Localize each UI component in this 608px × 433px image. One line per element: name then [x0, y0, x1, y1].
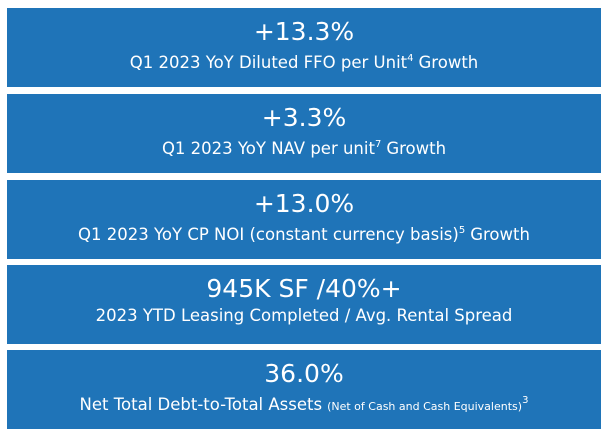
suffix: Growth	[418, 53, 479, 72]
headline: 36.0%	[264, 359, 344, 388]
label: Q1 2023 YoY NAV per unit	[161, 139, 375, 158]
footnote-ref: 7	[374, 139, 382, 150]
metric-box: 945K SF /40%+ 2023 YTD Leasing Completed …	[7, 265, 601, 344]
label: Net Total Debt-to-Total Assets	[79, 395, 323, 414]
label: Q1 2023 YoY Diluted FFO per Unit	[129, 53, 408, 72]
metric-box: +13.3% Q1 2023 YoY Diluted FFO per Unit4 G…	[7, 8, 601, 87]
headline: +13.0%	[253, 189, 355, 218]
headline: +13.3%	[253, 17, 355, 46]
suffix: Growth	[470, 225, 530, 244]
suffix: Growth	[386, 139, 447, 158]
footnote-ref: 4	[407, 53, 414, 64]
metric-box: +13.0% Q1 2023 YoY CP NOI (constant curre…	[7, 180, 601, 259]
label: Q1 2023 YoY CP NOI (constant currency ba…	[78, 225, 459, 244]
footnote-ref: 3	[522, 395, 529, 406]
description: Q1 2023 YoY CP NOI (constant currency ba…	[7, 219, 601, 247]
description: Net Total Debt-to-Total Assets (Net of Ca…	[7, 389, 601, 419]
metric-box: 36.0% Net Total Debt-to-Total Assets (Net …	[7, 350, 601, 429]
description: 2023 YTD Leasing Completed / Avg. Rental…	[7, 304, 601, 328]
footnote-ref: 5	[458, 225, 466, 236]
headline: 945K SF /40%+	[206, 274, 402, 303]
label: 2023 YTD Leasing Completed / Avg. Rental…	[95, 306, 513, 325]
description: Q1 2023 YoY NAV per unit7 Growth	[7, 133, 601, 161]
note: (Net of Cash and Cash Equivalents)	[327, 400, 523, 413]
headline: +3.3%	[261, 103, 347, 132]
description: Q1 2023 YoY Diluted FFO per Unit4 Growth	[7, 47, 601, 75]
metric-box: +3.3% Q1 2023 YoY NAV per unit7 Growth	[7, 94, 601, 173]
